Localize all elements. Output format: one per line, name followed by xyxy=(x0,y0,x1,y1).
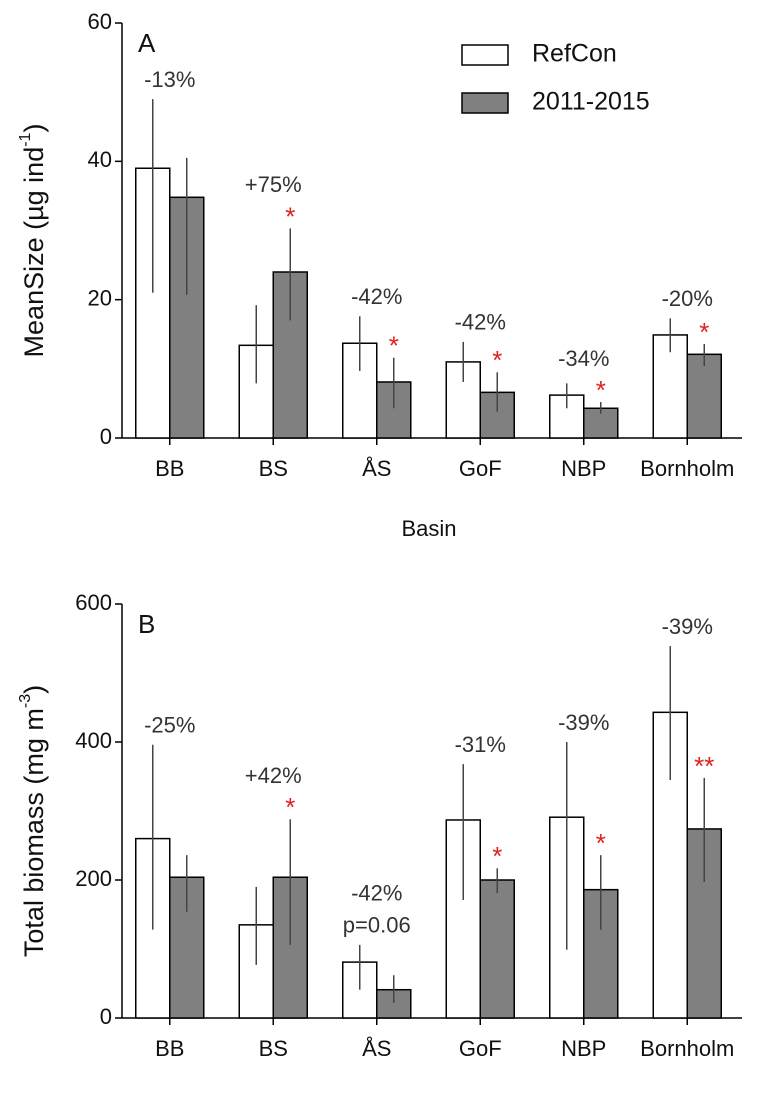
y-tick-label: 60 xyxy=(88,9,112,34)
y-axis-label: MeanSize (µg ind-1) xyxy=(17,124,49,358)
change-label: +42% xyxy=(245,763,302,788)
x-tick-label: BS xyxy=(259,1036,288,1061)
x-tick-label: NBP xyxy=(561,1036,606,1061)
x-tick-label: NBP xyxy=(561,456,606,481)
bar xyxy=(479,879,515,1019)
y-label-main: Total biomass (mg m xyxy=(19,708,49,957)
y-tick-label: 600 xyxy=(75,590,112,615)
y-label-main: MeanSize (µg ind xyxy=(19,147,49,358)
x-tick-label: Bornholm xyxy=(640,1036,734,1061)
significance-mark: * xyxy=(492,345,502,375)
x-tick-label: BS xyxy=(259,456,288,481)
legend-label: RefCon xyxy=(532,40,617,68)
panel-label: B xyxy=(138,609,155,639)
change-label: -39% xyxy=(558,710,609,735)
bar xyxy=(686,353,722,439)
significance-mark: ** xyxy=(694,751,714,781)
x-tick-label: GoF xyxy=(459,1036,502,1061)
legend-swatch xyxy=(461,44,509,66)
y-label-end: ) xyxy=(19,685,49,694)
x-tick-label: Bornholm xyxy=(640,456,734,481)
x-tick-label: ÅS xyxy=(362,1036,391,1061)
significance-mark: * xyxy=(285,792,295,822)
significance-mark: * xyxy=(389,331,399,361)
bar xyxy=(238,344,274,439)
significance-mark: * xyxy=(596,375,606,405)
y-tick-label: 0 xyxy=(100,424,112,449)
legend-label: 2011-2015 xyxy=(532,88,650,116)
significance-mark: * xyxy=(285,201,295,231)
change-label: -42% xyxy=(351,284,402,309)
y-tick-label: 200 xyxy=(75,866,112,891)
x-tick-label: BB xyxy=(155,1036,184,1061)
change-label: -13% xyxy=(144,67,195,92)
annotation-note: p=0.06 xyxy=(343,913,411,938)
x-tick-label: ÅS xyxy=(362,456,391,481)
change-label: -42% xyxy=(455,310,506,335)
significance-mark: * xyxy=(699,317,709,347)
y-tick-label: 0 xyxy=(100,1004,112,1029)
x-axis-label: Basin xyxy=(401,516,456,541)
change-label: -34% xyxy=(558,346,609,371)
y-tick-label: 20 xyxy=(88,285,112,310)
y-axis-label: Total biomass (mg m-3) xyxy=(17,685,49,957)
y-tick-label: 400 xyxy=(75,728,112,753)
change-label: +75% xyxy=(245,172,302,197)
change-label: -20% xyxy=(662,286,713,311)
change-label: -31% xyxy=(455,732,506,757)
y-tick-label: 40 xyxy=(88,147,112,172)
significance-mark: * xyxy=(596,828,606,858)
y-label-end: ) xyxy=(19,124,49,133)
significance-mark: * xyxy=(492,841,502,871)
change-label: -39% xyxy=(662,614,713,639)
x-tick-label: GoF xyxy=(459,456,502,481)
y-label-sup: -3 xyxy=(17,694,34,708)
legend-swatch xyxy=(461,92,509,114)
change-label: -25% xyxy=(144,713,195,738)
x-tick-label: BB xyxy=(155,456,184,481)
y-label-sup: -1 xyxy=(17,132,34,146)
panel-label: A xyxy=(138,28,156,58)
change-label: -42% xyxy=(351,881,402,906)
